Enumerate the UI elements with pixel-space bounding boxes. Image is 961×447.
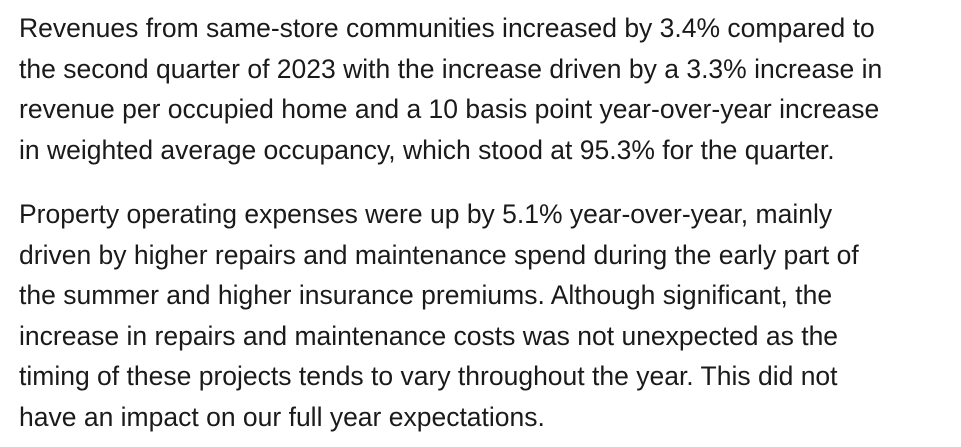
article-body: Revenues from same-store communities inc…	[19, 8, 949, 437]
text-line: increase in repairs and maintenance cost…	[19, 320, 839, 351]
text-line: the summer and higher insurance premiums…	[19, 280, 833, 310]
text-line: the second quarter of 2023 with the incr…	[19, 53, 883, 84]
text-line: Revenues from same-store communities inc…	[19, 13, 875, 43]
paragraph-revenues: Revenues from same-store communities inc…	[19, 8, 949, 170]
text-line: driven by higher repairs and maintenance…	[19, 239, 859, 270]
text-line: in weighted average occupancy, which sto…	[19, 134, 835, 165]
text-line: Property operating expenses were up by 5…	[19, 199, 833, 229]
text-line: timing of these projects tends to vary t…	[19, 361, 838, 391]
text-line: have an impact on our full year expectat…	[19, 401, 545, 432]
text-line: revenue per occupied home and a 10 basis…	[19, 94, 880, 124]
paragraph-operating-expenses: Property operating expenses were up by 5…	[19, 194, 949, 437]
